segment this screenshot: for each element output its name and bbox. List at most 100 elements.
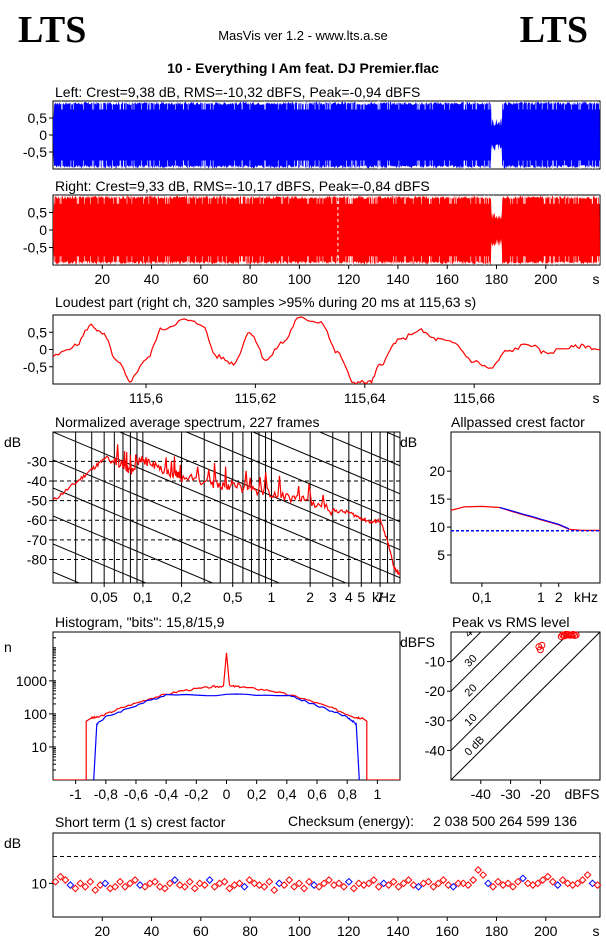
crest-line: [451, 632, 542, 722]
right-waveform-xtick-label: 180: [485, 271, 509, 287]
short-crest-point: [210, 882, 219, 891]
spectrum-xtick-label: 7: [376, 589, 384, 605]
short-crest-xtick-label: 160: [436, 923, 460, 939]
histogram-xtick-label: 0,8: [337, 786, 357, 802]
loudest-part-ytick-label: 0: [39, 342, 47, 358]
short-crest-point: [66, 881, 75, 889]
allpassed-xtick-label: 0,1: [472, 589, 492, 605]
short-crest-point: [240, 882, 249, 891]
allpassed-series-0: [451, 505, 600, 532]
right-waveform-xtick-label: 200: [534, 271, 558, 287]
right-waveform-xunit-label: s: [593, 271, 600, 287]
short-crest-point: [543, 872, 552, 881]
spectrum-slope-line: [53, 515, 214, 583]
spectrum-slope-line: [185, 432, 400, 523]
peak-rms-ytick-label: -20: [425, 683, 445, 699]
short-crest-xtick-label: 80: [242, 923, 258, 939]
short-crest-ytick-label: 10: [31, 875, 47, 891]
short-crest-point: [349, 884, 358, 893]
short-crest-point: [389, 877, 398, 886]
loudest-part-ytick-label: 0,5: [28, 324, 48, 340]
short-crest-point: [300, 884, 309, 893]
allpassed-ytick-label: 20: [429, 463, 445, 479]
peak-rms-xtick-label: -20: [530, 786, 550, 802]
histogram-xtick-label: -0,6: [124, 786, 148, 802]
histogram-ytick-label: 100: [24, 706, 48, 722]
short-crest-point: [76, 879, 85, 888]
short-crest-xunit-label: s: [593, 923, 600, 939]
short-crest-point: [245, 876, 254, 884]
spectrum-frame: [52, 431, 401, 584]
short-crest-point: [61, 876, 70, 884]
short-crest-point: [519, 874, 527, 883]
short-crest-point: [260, 882, 269, 891]
spectrum-ylabel: dB: [4, 434, 21, 450]
spectrum-ytick-label: -40: [27, 473, 47, 489]
short-crest-point: [494, 877, 502, 886]
right-waveform-xtick-label: 20: [94, 271, 110, 287]
short-crest-point: [195, 879, 204, 888]
right-waveform-ytick-label: 0: [39, 222, 47, 238]
spectrum-slope-line: [53, 543, 148, 583]
right-waveform-xtick-label: 100: [288, 271, 312, 287]
spectrum-xtick-label: 0,05: [91, 589, 118, 605]
short-crest-point: [255, 881, 264, 889]
right-waveform-xtick-label: 40: [144, 271, 160, 287]
short-crest-point: [270, 886, 279, 895]
short-crest-point: [136, 881, 144, 889]
short-crest-point: [121, 882, 130, 891]
short-crest-point: [320, 879, 328, 888]
loudest-part-xtick-label: 115,6: [129, 390, 163, 406]
short-crest-point: [563, 879, 572, 888]
short-crest-point: [131, 876, 139, 884]
short-crest-point: [553, 881, 562, 889]
short-crest-point: [384, 881, 393, 889]
histogram-xtick-label: -0,8: [94, 786, 118, 802]
short-crest-xtick-label: 140: [386, 923, 410, 939]
short-crest-point: [111, 882, 120, 891]
crest-line-label: 10: [463, 712, 480, 729]
spectrum-xtick-label: 2: [306, 589, 314, 605]
left-waveform-title: Left: Crest=9,38 dB, RMS=-10,32 dBFS, Pe…: [55, 84, 420, 100]
short-crest-point: [81, 882, 90, 891]
histogram-xtick-label: 0,2: [247, 786, 267, 802]
right-waveform-ytick-label: 0,5: [28, 205, 48, 221]
short-crest-point: [170, 876, 179, 884]
short-crest-point: [578, 876, 587, 884]
spectrum-xtick-label: 0,5: [223, 589, 243, 605]
short-crest-point: [175, 881, 184, 889]
spectrum-ytick-label: -30: [27, 453, 47, 469]
short-crest-point: [180, 882, 189, 891]
short-crest-point: [335, 879, 343, 888]
spectrum-slope-line: [53, 432, 400, 579]
spectrum-line: [53, 444, 400, 576]
left-waveform-ytick-label: 0,5: [28, 110, 48, 126]
histogram-xtick-label: 0,4: [277, 786, 297, 802]
short-crest-point: [548, 877, 557, 886]
short-crest-point: [469, 876, 478, 884]
spectrum-xtick-label: 1: [268, 589, 276, 605]
checksum-value: 2 038 500 264 599 136: [433, 813, 578, 829]
peak-rms-ylabel: dBFS: [400, 634, 435, 650]
short-crest-point: [141, 882, 149, 891]
peak-rms-point: [536, 646, 544, 654]
short-crest-point: [156, 882, 164, 891]
short-crest-point: [449, 882, 458, 891]
histogram-xtick-label: 0: [223, 786, 231, 802]
spectrum-ytick-label: -70: [27, 532, 47, 548]
left-waveform-ytick-label: -0,5: [23, 144, 47, 160]
short-crest-point: [91, 886, 100, 895]
short-crest-point: [295, 879, 304, 888]
spectrum-slope-line: [53, 684, 400, 830]
short-crest-point: [151, 877, 159, 886]
histogram-ytick-label: 10: [31, 739, 47, 755]
spectrum-slope-line: [53, 712, 400, 858]
short-crest-point: [364, 879, 373, 888]
short-crest-point: [593, 881, 602, 889]
right-waveform-title: Right: Crest=9,33 dB, RMS=-10,17 dBFS, P…: [55, 178, 430, 194]
short-crest-point: [429, 882, 438, 891]
peak-rms-xtick-label: -30: [500, 786, 520, 802]
histogram-xtick-label: -1: [69, 786, 82, 802]
short-crest-point: [101, 879, 110, 888]
short-crest-point: [504, 879, 512, 888]
